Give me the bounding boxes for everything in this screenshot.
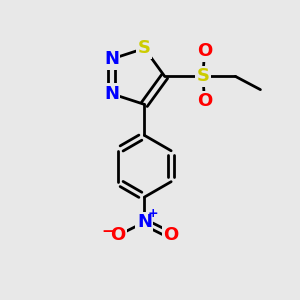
Text: O: O xyxy=(163,226,178,244)
Text: N: N xyxy=(137,213,152,231)
Text: N: N xyxy=(104,50,119,68)
Text: O: O xyxy=(110,226,125,244)
Text: +: + xyxy=(147,207,158,220)
Text: O: O xyxy=(197,42,212,60)
Text: O: O xyxy=(197,92,212,110)
Text: −: − xyxy=(101,224,114,238)
Text: S: S xyxy=(138,39,151,57)
Text: S: S xyxy=(196,68,209,85)
Text: N: N xyxy=(104,85,119,103)
